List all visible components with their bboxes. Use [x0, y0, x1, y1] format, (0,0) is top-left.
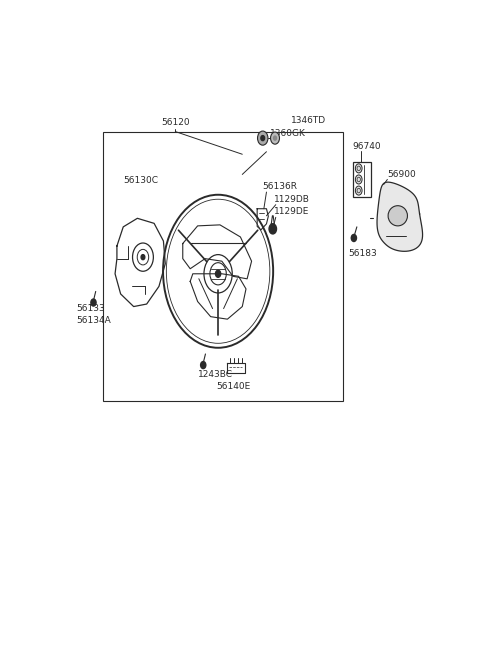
Text: 1360GK: 1360GK — [270, 129, 306, 138]
Circle shape — [91, 299, 96, 306]
Text: 1129DB: 1129DB — [274, 195, 310, 204]
Circle shape — [351, 234, 357, 242]
Text: 56133: 56133 — [77, 304, 106, 312]
Circle shape — [216, 271, 221, 277]
Circle shape — [274, 136, 276, 140]
Text: 56130C: 56130C — [123, 176, 158, 185]
Text: 56140E: 56140E — [216, 383, 251, 391]
Text: 56183: 56183 — [348, 249, 377, 258]
Circle shape — [355, 186, 362, 195]
Text: 56134A: 56134A — [77, 316, 111, 325]
Circle shape — [355, 164, 362, 173]
Text: 96740: 96740 — [352, 142, 381, 151]
Circle shape — [355, 175, 362, 184]
Text: 1346TD: 1346TD — [290, 116, 326, 125]
Text: 56120: 56120 — [161, 118, 190, 127]
Text: 1243BC: 1243BC — [198, 370, 233, 379]
Text: 1129DE: 1129DE — [274, 207, 309, 216]
Circle shape — [261, 136, 264, 141]
Bar — [353, 162, 371, 196]
Circle shape — [258, 131, 268, 145]
Bar — [103, 132, 343, 402]
Polygon shape — [377, 182, 422, 252]
Circle shape — [141, 255, 145, 259]
Circle shape — [269, 224, 276, 234]
Text: 56136R: 56136R — [263, 181, 298, 191]
Text: 56900: 56900 — [387, 170, 416, 179]
Ellipse shape — [388, 206, 408, 226]
Circle shape — [271, 132, 279, 144]
Circle shape — [201, 362, 206, 369]
